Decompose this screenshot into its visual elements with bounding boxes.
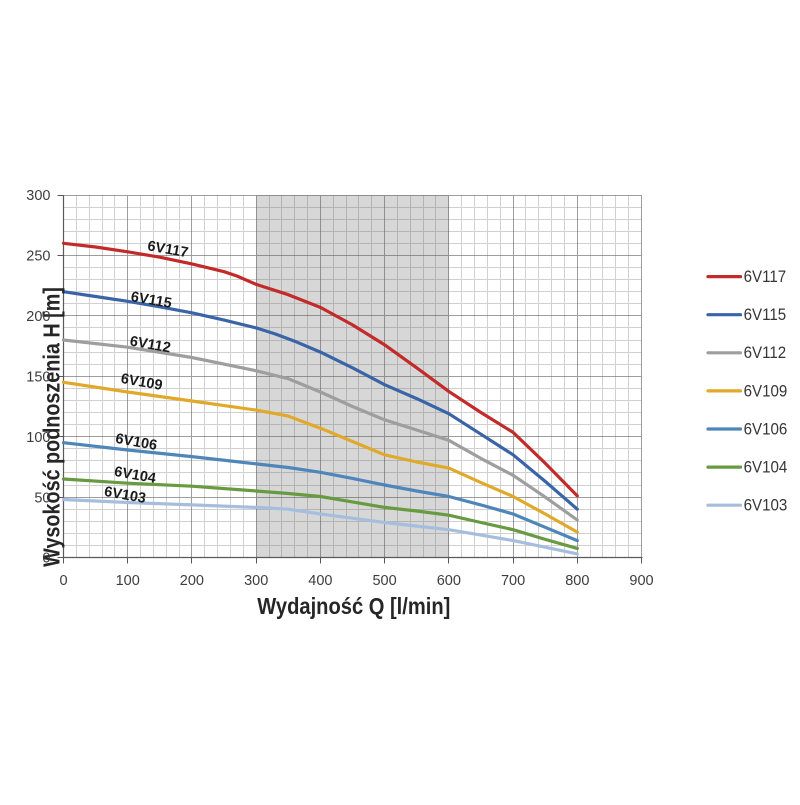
svg-text:6V106: 6V106 — [744, 420, 788, 439]
svg-text:6V112: 6V112 — [744, 343, 787, 362]
svg-text:Wydajność Q [l/min]: Wydajność Q [l/min] — [257, 593, 450, 620]
svg-text:6V106: 6V106 — [114, 431, 158, 454]
svg-text:6V112: 6V112 — [129, 334, 172, 357]
svg-text:6V104: 6V104 — [113, 464, 157, 487]
svg-text:400: 400 — [308, 573, 332, 589]
svg-text:6V115: 6V115 — [130, 289, 173, 312]
svg-text:6V117: 6V117 — [146, 238, 189, 261]
svg-text:300: 300 — [244, 573, 268, 589]
svg-text:6V109: 6V109 — [744, 382, 788, 401]
svg-text:6V103: 6V103 — [103, 484, 147, 507]
svg-text:200: 200 — [180, 573, 204, 589]
svg-text:100: 100 — [26, 430, 50, 446]
svg-text:6V115: 6V115 — [744, 305, 787, 324]
svg-text:200: 200 — [26, 309, 50, 325]
svg-text:50: 50 — [34, 490, 50, 506]
svg-text:300: 300 — [26, 188, 50, 204]
svg-text:0: 0 — [42, 551, 50, 567]
svg-text:700: 700 — [501, 573, 525, 589]
svg-text:6V103: 6V103 — [744, 496, 788, 515]
svg-text:100: 100 — [116, 573, 140, 589]
svg-text:800: 800 — [565, 573, 589, 589]
svg-text:500: 500 — [372, 573, 396, 589]
svg-text:6V109: 6V109 — [120, 371, 164, 394]
svg-text:250: 250 — [26, 249, 50, 265]
svg-text:0: 0 — [59, 573, 67, 589]
svg-text:600: 600 — [437, 573, 461, 589]
svg-text:6V117: 6V117 — [744, 267, 787, 286]
svg-text:6V104: 6V104 — [744, 458, 788, 477]
svg-text:Wysokość podnoszenia H [m]: Wysokość podnoszenia H [m] — [39, 287, 65, 567]
svg-text:150: 150 — [26, 369, 50, 385]
svg-text:900: 900 — [629, 573, 653, 589]
